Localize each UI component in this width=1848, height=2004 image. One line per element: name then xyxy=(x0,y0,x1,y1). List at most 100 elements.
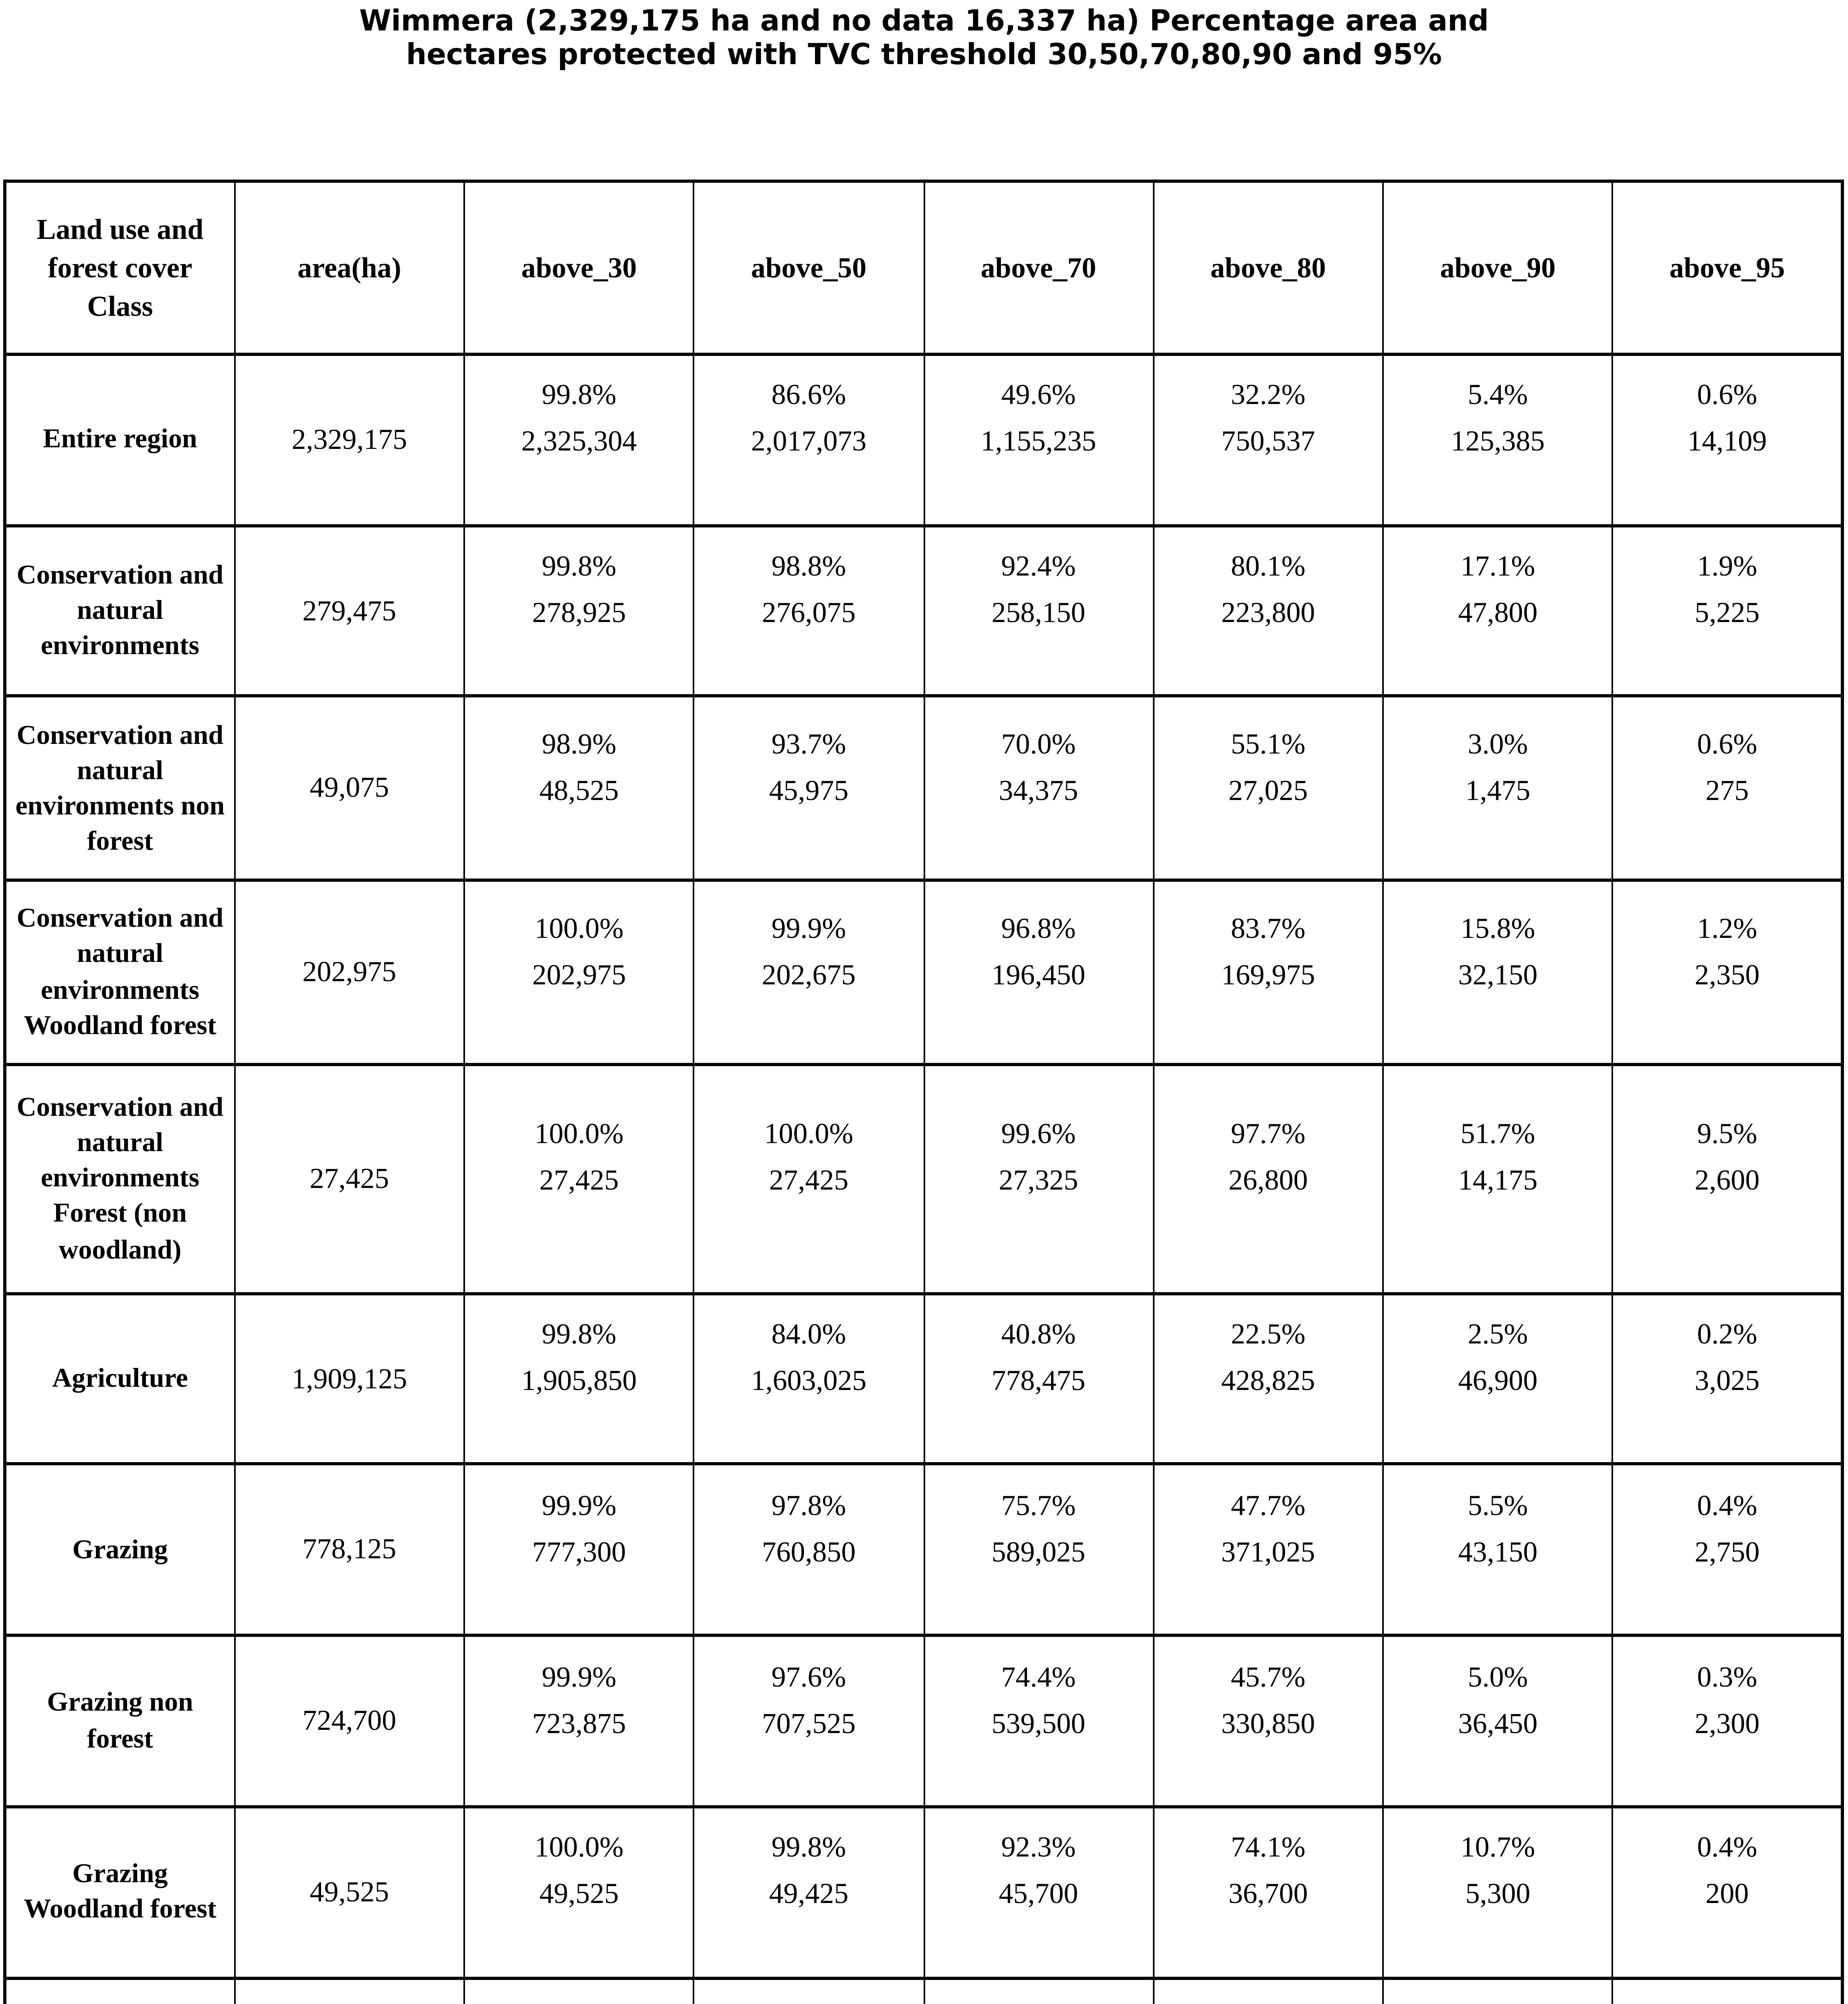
value-cell: 99.6% 27,325 xyxy=(922,1063,1154,1295)
table-row: Grazing 778,125 99.9% 777,300 97.8% 760,850 75… xyxy=(4,1463,1844,1637)
value-hectares: 723,875 xyxy=(532,1707,626,1739)
value-hectares: 27,325 xyxy=(999,1164,1078,1197)
value-cell: 86.6% 2,017,073 xyxy=(693,353,925,527)
value-hectares: 5,225 xyxy=(1694,596,1760,629)
value-hectares: 26,800 xyxy=(1228,1164,1308,1197)
page-title: Wimmera (2,329,175 ha and no data 16,337… xyxy=(0,5,1848,72)
value-hectares: 14,109 xyxy=(1687,425,1767,458)
table-row: Conservation and natural environments 279… xyxy=(4,523,1844,698)
tvc-table: Land use and forest cover Class area(ha) a… xyxy=(3,180,1844,2004)
value-cell: 92.3% 45,700 xyxy=(922,1805,1154,1980)
value-hectares: 539,500 xyxy=(991,1707,1086,1739)
value-percent: 40.8% xyxy=(1001,1318,1076,1350)
value-cell: 99.8%1,123,275 xyxy=(463,1976,695,2004)
area-cell: 778,125 xyxy=(233,1463,465,1637)
value-cell: 99.9% 202,675 xyxy=(693,879,925,1066)
value-hectares: 2,300 xyxy=(1694,1707,1760,1739)
value-percent: 5.4% xyxy=(1468,379,1528,411)
value-percent: 92.3% xyxy=(1001,1831,1076,1863)
value-cell: 99.8% 2,325,304 xyxy=(463,353,695,527)
value-cell: 84.0% 1,603,025 xyxy=(693,1292,925,1466)
column-header-4: above_70 xyxy=(922,180,1154,356)
row-label: Grazing xyxy=(4,1463,236,1637)
value-cell: 5.0% 36,450 xyxy=(1382,1634,1614,1808)
value-percent: 99.8% xyxy=(542,1318,617,1350)
value-percent: 100.0% xyxy=(534,1831,624,1863)
value-percent: 100.0% xyxy=(534,1118,624,1150)
value-percent: 0.6% xyxy=(1697,727,1757,760)
value-percent: 99.8% xyxy=(542,550,617,582)
table-row: Conservation and natural environments no… xyxy=(4,695,1844,882)
column-header-3: above_50 xyxy=(693,180,925,356)
column-header-5: above_80 xyxy=(1152,180,1384,356)
value-percent: 45.7% xyxy=(1231,1660,1306,1692)
value-percent: 32.2% xyxy=(1231,379,1306,411)
value-cell: 100.0% 27,425 xyxy=(463,1063,695,1295)
value-hectares: 49,525 xyxy=(539,1877,619,1910)
value-cell: 5.4% 125,385 xyxy=(1382,353,1614,527)
value-percent: 99.9% xyxy=(542,1489,617,1521)
value-hectares: 169,975 xyxy=(1221,958,1315,990)
value-hectares: 1,155,235 xyxy=(981,425,1096,458)
value-cell: 99.8% 278,925 xyxy=(463,523,695,698)
value-percent: 9.5% xyxy=(1697,1118,1757,1150)
value-cell: 80.1% 223,800 xyxy=(1152,523,1384,698)
value-hectares: 275 xyxy=(1705,774,1749,806)
value-cell: 96.8% 196,450 xyxy=(922,879,1154,1066)
value-cell: 93.7% 45,975 xyxy=(693,695,925,882)
value-cell: 51.7% 14,175 xyxy=(1382,1063,1614,1295)
value-hectares: 3,025 xyxy=(1694,1364,1760,1397)
value-percent: 98.9% xyxy=(542,727,617,760)
value-cell: 74.1% 36,700 xyxy=(1152,1805,1384,1980)
value-hectares: 46,900 xyxy=(1458,1364,1538,1397)
value-cell: 2.5% 46,900 xyxy=(1382,1292,1614,1466)
area-cell: 724,700 xyxy=(233,1634,465,1808)
value-percent: 99.6% xyxy=(1001,1118,1076,1150)
value-cell: 0.6% 275 xyxy=(1611,695,1844,882)
value-percent: 10.7% xyxy=(1460,1831,1535,1863)
value-hectares: 760,850 xyxy=(762,1535,856,1568)
value-hectares: 1,475 xyxy=(1465,774,1531,806)
value-cell: 4.9%55,075 xyxy=(1152,1976,1384,2004)
value-percent: 51.7% xyxy=(1460,1118,1535,1150)
value-cell: 49.6% 1,155,235 xyxy=(922,353,1154,527)
value-cell: 100.0% 27,425 xyxy=(693,1063,925,1295)
row-label: Conservation and natural environments Wo… xyxy=(4,879,236,1066)
value-hectares: 2,017,073 xyxy=(751,425,867,458)
value-hectares: 36,700 xyxy=(1228,1877,1308,1910)
value-percent: 75.7% xyxy=(1001,1489,1076,1521)
table-row: Cropping1,125,72599.8%1,123,27574.3%836,… xyxy=(4,1976,1844,2004)
value-percent: 5.0% xyxy=(1468,1660,1528,1692)
value-hectares: 589,025 xyxy=(991,1535,1086,1568)
value-hectares: 32,150 xyxy=(1458,958,1538,990)
column-header-7: above_95 xyxy=(1611,180,1844,356)
value-cell: 22.5% 428,825 xyxy=(1152,1292,1384,1466)
value-hectares: 125,385 xyxy=(1451,425,1545,458)
value-hectares: 5,300 xyxy=(1465,1877,1531,1910)
value-percent: 3.0% xyxy=(1468,727,1528,760)
value-percent: 22.5% xyxy=(1231,1318,1306,1350)
value-cell: 74.4% 539,500 xyxy=(922,1634,1154,1808)
value-cell: 1.2% 2,350 xyxy=(1611,879,1844,1066)
area-cell: 202,975 xyxy=(233,879,465,1066)
value-hectares: 778,475 xyxy=(991,1364,1086,1397)
table-row: Grazing non forest 724,700 99.9% 723,875 97.… xyxy=(4,1634,1844,1808)
column-header-2: above_30 xyxy=(463,180,695,356)
value-percent: 70.0% xyxy=(1001,727,1076,760)
area-cell: 2,329,175 xyxy=(233,353,465,527)
value-percent: 97.8% xyxy=(771,1489,846,1521)
value-percent: 15.8% xyxy=(1460,911,1535,944)
value-percent: 0.2% xyxy=(1697,1318,1757,1350)
area-cell: 49,525 xyxy=(233,1805,465,1980)
value-percent: 55.1% xyxy=(1231,727,1306,760)
page-title-line1: Wimmera (2,329,175 ha and no data 16,337… xyxy=(359,5,1489,38)
column-header-6: above_90 xyxy=(1382,180,1614,356)
value-hectares: 278,925 xyxy=(532,596,626,629)
value-hectares: 43,150 xyxy=(1458,1535,1538,1568)
value-cell: 1.9% 5,225 xyxy=(1611,523,1844,698)
value-cell: 99.9% 723,875 xyxy=(463,1634,695,1808)
value-hectares: 196,450 xyxy=(991,958,1086,990)
value-hectares: 223,800 xyxy=(1221,596,1315,629)
area-cell: 49,075 xyxy=(233,695,465,882)
